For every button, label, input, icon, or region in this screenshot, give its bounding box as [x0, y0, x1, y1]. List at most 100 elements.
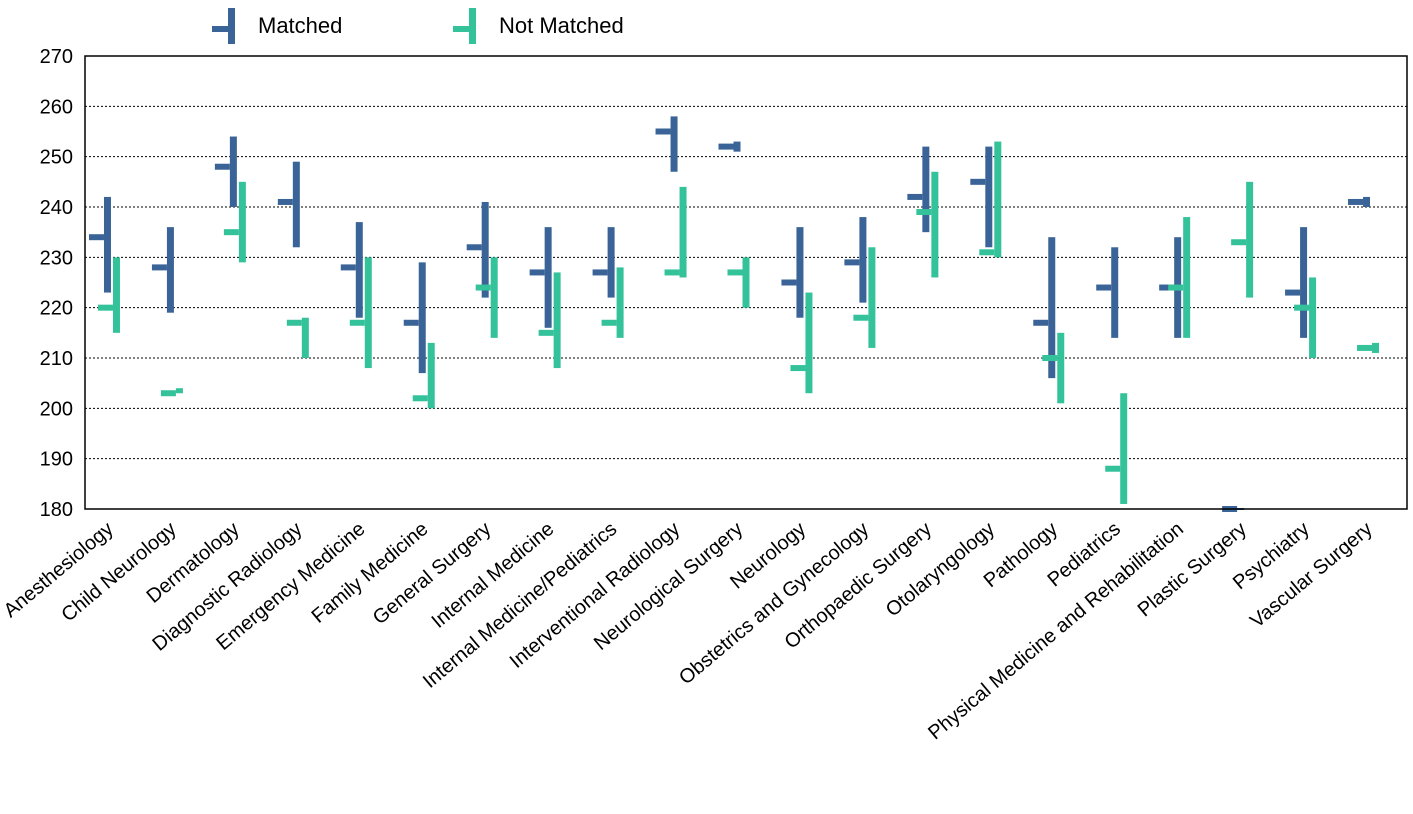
not-matched-range-child-neurology — [160, 388, 183, 397]
x-tick-label: Otolaryngology — [882, 518, 999, 621]
matched-range-internal-medicine — [529, 227, 552, 328]
y-tick-label: 190 — [40, 449, 73, 471]
not-matched-range-dermatology — [223, 181, 246, 263]
y-tick-label: 200 — [40, 398, 73, 420]
not-matched-range-diagnostic-radiology — [286, 317, 309, 358]
matched-range-bar — [355, 222, 363, 318]
matched-mean-tick — [655, 128, 671, 135]
matched-mean-tick — [1348, 198, 1364, 205]
not-matched-mean-tick — [1042, 355, 1058, 361]
not-matched-mean-tick — [979, 249, 995, 256]
matched-mean-tick — [529, 269, 545, 276]
not-matched-mean-tick — [349, 319, 365, 326]
matched-range-psychiatry — [1285, 227, 1308, 338]
matched-mean-tick — [466, 244, 482, 251]
matched-range-family-medicine — [403, 262, 426, 374]
not-matched-range-psychiatry — [1294, 277, 1317, 358]
not-matched-mean-tick — [538, 329, 554, 336]
not-matched-mean-tick — [727, 269, 743, 276]
x-tick-label: Child Neurology — [57, 518, 180, 626]
matched-range-general-surgery — [466, 201, 489, 298]
matched-range-anesthesiology — [88, 196, 111, 293]
matched-range-emergency-medicine — [340, 222, 363, 318]
not-matched-mean-tick — [1294, 304, 1310, 311]
not-matched-mean-tick — [790, 365, 806, 372]
matched-range-diagnostic-radiology — [277, 161, 300, 248]
not-matched-mean-tick — [223, 229, 239, 236]
matched-mean-tick — [1033, 319, 1049, 326]
not-matched-range-bar — [994, 141, 1002, 258]
matched-mean-tick — [844, 259, 860, 266]
matched-mean-tick — [88, 234, 104, 241]
legend-swatch-tick — [212, 26, 228, 32]
matched-mean-tick — [151, 264, 167, 271]
not-matched-range-emergency-medicine — [349, 257, 372, 369]
matched-mean-tick — [970, 178, 986, 185]
not-matched-mean-tick — [853, 314, 869, 321]
not-matched-range-anesthesiology — [97, 257, 120, 333]
not-matched-range-bar — [1183, 217, 1191, 338]
matched-range-bar — [985, 146, 993, 248]
matched-range-pathology — [1033, 237, 1056, 379]
matched-range-otolaryngology — [970, 146, 993, 248]
legend-swatch-bar — [469, 8, 476, 44]
not-matched-range-bar — [553, 272, 561, 369]
not-matched-range-family-medicine — [412, 342, 435, 409]
matched-mean-tick — [1285, 289, 1301, 296]
matched-range-orthopaedic-surgery — [907, 146, 930, 233]
y-tick-label: 180 — [40, 499, 73, 521]
matched-range-bar — [418, 262, 426, 374]
chart-marks — [88, 116, 1380, 512]
not-matched-range-plastic-surgery — [1231, 181, 1254, 298]
legend-label: Not Matched — [499, 13, 624, 38]
matched-range-interventional-radiology — [655, 116, 678, 172]
matched-range-bar — [922, 146, 930, 233]
not-matched-range-bar — [868, 247, 876, 348]
not-matched-range-bar — [931, 171, 939, 278]
legend: Matched Not Matched — [212, 8, 624, 44]
matched-mean-tick — [214, 163, 230, 170]
y-tick-label: 210 — [40, 348, 73, 370]
not-matched-mean-tick — [412, 395, 428, 402]
not-matched-range-bar — [679, 186, 687, 278]
matched-mean-tick — [1159, 284, 1175, 291]
not-matched-range-bar — [805, 292, 813, 394]
not-matched-range-bar — [1057, 332, 1065, 404]
matched-mean-tick — [1096, 284, 1112, 291]
matched-range-bar — [1363, 196, 1371, 207]
legend-item-matched: Matched — [212, 8, 342, 44]
not-matched-mean-tick — [664, 269, 680, 276]
matched-range-bar — [607, 227, 615, 298]
x-tick-label: Anesthesiology — [0, 518, 118, 622]
not-matched-mean-tick — [916, 209, 932, 216]
not-matched-mean-tick — [1168, 284, 1184, 291]
matched-range-bar — [1300, 227, 1308, 338]
matched-range-internal-medicine-pediatrics — [592, 227, 615, 298]
y-tick-label: 260 — [40, 96, 73, 118]
not-matched-range-general-surgery — [475, 257, 498, 338]
legend-label: Matched — [258, 13, 342, 38]
not-matched-range-bar — [238, 181, 246, 263]
not-matched-mean-tick — [1231, 239, 1247, 246]
not-matched-range-orthopaedic-surgery — [916, 171, 939, 278]
not-matched-mean-tick — [475, 284, 491, 291]
not-matched-mean-tick — [97, 304, 113, 311]
not-matched-range-obstetrics-and-gynecology — [853, 247, 876, 348]
not-matched-range-otolaryngology — [979, 141, 1002, 258]
matched-range-bar — [796, 227, 804, 318]
x-tick-label: Plastic Surgery — [1134, 518, 1251, 621]
matched-range-bar — [544, 227, 552, 328]
not-matched-mean-tick — [286, 319, 302, 326]
not-matched-range-pediatrics — [1105, 393, 1128, 504]
matched-mean-tick — [781, 279, 797, 286]
matched-mean-tick — [340, 264, 356, 271]
not-matched-range-neurological-surgery — [727, 257, 750, 308]
not-matched-range-bar — [112, 257, 120, 333]
matched-range-bar — [229, 136, 237, 207]
matched-range-neurology — [781, 227, 804, 318]
not-matched-range-bar — [1372, 342, 1380, 353]
not-matched-range-neurology — [790, 292, 813, 394]
not-matched-range-interventional-radiology — [664, 186, 687, 278]
